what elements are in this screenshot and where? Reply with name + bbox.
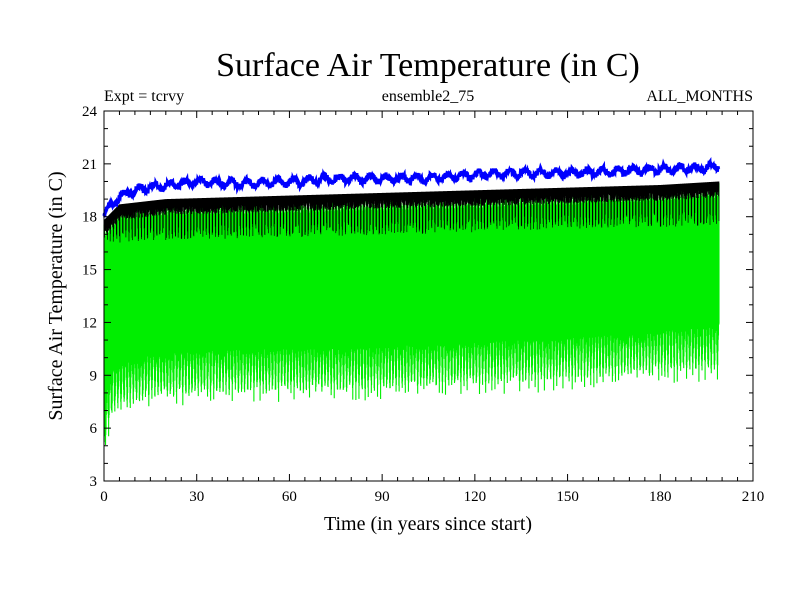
x-tick-label-150: 150 [556, 489, 579, 505]
subtitle-months: ALL_MONTHS [646, 88, 753, 105]
y-axis-label: Surface Air Temperature (in C) [45, 171, 67, 420]
axis-ticks [103, 110, 754, 482]
x-tick-label-90: 90 [375, 489, 390, 505]
subtitle-ensemble: ensemble2_75 [382, 88, 474, 105]
series-green-monthly-band [103, 182, 720, 446]
subtitle-expt: Expt = tcrvy [104, 88, 184, 105]
y-tick-label-6: 6 [90, 421, 98, 437]
y-tick-label-9: 9 [90, 368, 98, 384]
x-tick-label-210: 210 [742, 489, 765, 505]
y-tick-label-12: 12 [82, 315, 97, 331]
y-tick-labels: 3 6 9 12 15 18 21 24 [82, 104, 98, 490]
chart-title: Surface Air Temperature (in C) [216, 47, 640, 84]
x-tick-label-0: 0 [100, 489, 108, 505]
y-tick-label-21: 21 [82, 157, 97, 173]
y-tick-label-15: 15 [82, 263, 97, 279]
y-tick-label-18: 18 [82, 210, 97, 226]
x-axis-label: Time (in years since start) [324, 513, 532, 535]
x-tick-label-120: 120 [464, 489, 487, 505]
y-tick-label-24: 24 [82, 104, 98, 120]
x-tick-label-60: 60 [282, 489, 297, 505]
x-tick-label-30: 30 [189, 489, 204, 505]
y-tick-label-3: 3 [90, 474, 98, 490]
x-tick-label-180: 180 [649, 489, 672, 505]
x-tick-labels: 0 30 60 90 120 150 180 210 [100, 489, 764, 505]
series-blue-envelope [102, 157, 721, 218]
plot-data-area [102, 157, 721, 446]
